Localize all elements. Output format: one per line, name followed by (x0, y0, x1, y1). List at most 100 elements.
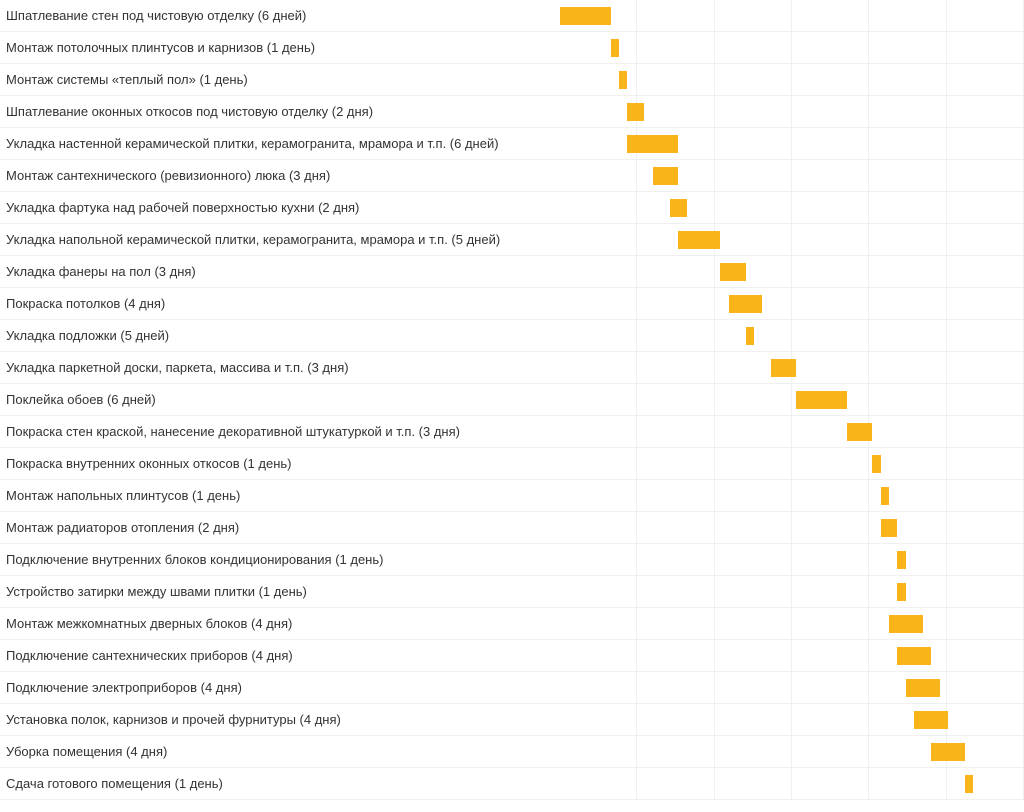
task-label: Монтаж напольных плинтусов (1 день) (0, 488, 560, 503)
gantt-bar (881, 519, 898, 537)
timeline-grid (560, 608, 1024, 639)
timeline-cell (560, 32, 1024, 63)
gantt-row: Покраска внутренних оконных откосов (1 д… (0, 448, 1024, 480)
task-label: Монтаж системы «теплый пол» (1 день) (0, 72, 560, 87)
gantt-row: Укладка напольной керамической плитки, к… (0, 224, 1024, 256)
gantt-row: Подключение электроприборов (4 дня) (0, 672, 1024, 704)
gantt-bar (729, 295, 763, 313)
timeline-cell (560, 544, 1024, 575)
gantt-bar (872, 455, 880, 473)
timeline-cell (560, 0, 1024, 31)
timeline-grid (560, 512, 1024, 543)
timeline-grid (560, 480, 1024, 511)
gantt-row: Монтаж межкомнатных дверных блоков (4 дн… (0, 608, 1024, 640)
task-label: Укладка фанеры на пол (3 дня) (0, 264, 560, 279)
timeline-cell (560, 224, 1024, 255)
gantt-row: Подключение сантехнических приборов (4 д… (0, 640, 1024, 672)
gantt-bar (889, 615, 923, 633)
timeline-grid (560, 32, 1024, 63)
timeline-cell (560, 448, 1024, 479)
timeline-grid (560, 64, 1024, 95)
task-label: Покраска внутренних оконных откосов (1 д… (0, 456, 560, 471)
gantt-bar (670, 199, 687, 217)
timeline-grid (560, 192, 1024, 223)
timeline-cell (560, 416, 1024, 447)
gantt-row: Установка полок, карнизов и прочей фурни… (0, 704, 1024, 736)
gantt-bar (914, 711, 948, 729)
task-label: Укладка подложки (5 дней) (0, 328, 560, 343)
timeline-grid (560, 256, 1024, 287)
gantt-row: Монтаж системы «теплый пол» (1 день) (0, 64, 1024, 96)
gantt-row: Устройство затирки между швами плитки (1… (0, 576, 1024, 608)
gantt-bar (771, 359, 796, 377)
gantt-row: Шпатлевание оконных откосов под чистовую… (0, 96, 1024, 128)
gantt-bar (897, 583, 905, 601)
gantt-bar (931, 743, 965, 761)
gantt-row: Подключение внутренних блоков кондициони… (0, 544, 1024, 576)
timeline-grid (560, 672, 1024, 703)
timeline-cell (560, 256, 1024, 287)
gantt-row: Укладка фартука над рабочей поверхностью… (0, 192, 1024, 224)
task-label: Устройство затирки между швами плитки (1… (0, 584, 560, 599)
gantt-row: Монтаж напольных плинтусов (1 день) (0, 480, 1024, 512)
timeline-cell (560, 736, 1024, 767)
gantt-bar (678, 231, 720, 249)
task-label: Укладка настенной керамической плитки, к… (0, 136, 560, 151)
gantt-bar (897, 647, 931, 665)
timeline-cell (560, 768, 1024, 799)
gantt-row: Укладка паркетной доски, паркета, массив… (0, 352, 1024, 384)
gantt-row: Монтаж радиаторов отопления (2 дня) (0, 512, 1024, 544)
task-label: Шпатлевание стен под чистовую отделку (6… (0, 8, 560, 23)
gantt-row: Укладка фанеры на пол (3 дня) (0, 256, 1024, 288)
task-label: Покраска потолков (4 дня) (0, 296, 560, 311)
timeline-grid (560, 544, 1024, 575)
timeline-grid (560, 224, 1024, 255)
timeline-cell (560, 192, 1024, 223)
timeline-grid (560, 704, 1024, 735)
task-label: Монтаж сантехнического (ревизионного) лю… (0, 168, 560, 183)
gantt-row: Покраска потолков (4 дня) (0, 288, 1024, 320)
timeline-cell (560, 640, 1024, 671)
task-label: Монтаж потолочных плинтусов и карнизов (… (0, 40, 560, 55)
timeline-cell (560, 128, 1024, 159)
task-label: Шпатлевание оконных откосов под чистовую… (0, 104, 560, 119)
timeline-cell (560, 384, 1024, 415)
gantt-bar (746, 327, 754, 345)
timeline-cell (560, 672, 1024, 703)
timeline-grid (560, 288, 1024, 319)
gantt-bar (881, 487, 889, 505)
task-label: Поклейка обоев (6 дней) (0, 392, 560, 407)
timeline-cell (560, 64, 1024, 95)
gantt-row: Монтаж потолочных плинтусов и карнизов (… (0, 32, 1024, 64)
timeline-cell (560, 512, 1024, 543)
timeline-cell (560, 576, 1024, 607)
timeline-grid (560, 768, 1024, 799)
gantt-row: Монтаж сантехнического (ревизионного) лю… (0, 160, 1024, 192)
timeline-grid (560, 160, 1024, 191)
task-label: Покраска стен краской, нанесение декорат… (0, 424, 560, 439)
timeline-cell (560, 608, 1024, 639)
timeline-grid (560, 320, 1024, 351)
gantt-bar (847, 423, 872, 441)
task-label: Подключение электроприборов (4 дня) (0, 680, 560, 695)
task-label: Установка полок, карнизов и прочей фурни… (0, 712, 560, 727)
task-label: Укладка фартука над рабочей поверхностью… (0, 200, 560, 215)
timeline-grid (560, 416, 1024, 447)
task-label: Монтаж межкомнатных дверных блоков (4 дн… (0, 616, 560, 631)
gantt-bar (796, 391, 847, 409)
timeline-grid (560, 576, 1024, 607)
timeline-cell (560, 160, 1024, 191)
gantt-row: Укладка подложки (5 дней) (0, 320, 1024, 352)
timeline-cell (560, 480, 1024, 511)
task-label: Подключение сантехнических приборов (4 д… (0, 648, 560, 663)
task-label: Укладка напольной керамической плитки, к… (0, 232, 560, 247)
gantt-row: Сдача готового помещения (1 день) (0, 768, 1024, 800)
gantt-bar (897, 551, 905, 569)
task-label: Сдача готового помещения (1 день) (0, 776, 560, 791)
gantt-row: Укладка настенной керамической плитки, к… (0, 128, 1024, 160)
gantt-bar (611, 39, 619, 57)
gantt-row: Уборка помещения (4 дня) (0, 736, 1024, 768)
timeline-cell (560, 320, 1024, 351)
gantt-bar (906, 679, 940, 697)
timeline-grid (560, 640, 1024, 671)
